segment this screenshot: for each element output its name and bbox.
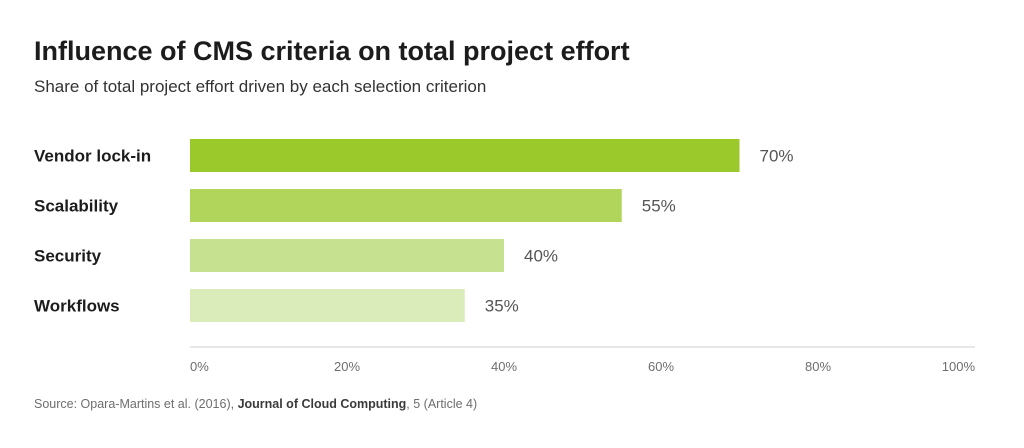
x-tick-label-4: 80% [805, 359, 831, 374]
category-label-3: Workflows [34, 297, 120, 316]
value-label-3: 35% [485, 297, 519, 316]
category-label-1: Scalability [34, 197, 119, 216]
source-note: Source: Opara-Martins et al. (2016), Jou… [34, 397, 477, 411]
value-label-2: 40% [524, 247, 558, 266]
x-tick-label-1: 20% [334, 359, 360, 374]
bar-3 [190, 289, 465, 322]
category-label-2: Security [34, 247, 102, 266]
bar-1 [190, 189, 622, 222]
source-prefix: Source: Opara-Martins et al. (2016), [34, 397, 238, 411]
source-suffix: , 5 (Article 4) [406, 397, 478, 411]
value-label-0: 70% [760, 147, 794, 166]
value-label-1: 55% [642, 197, 676, 216]
category-label-0: Vendor lock-in [34, 147, 151, 166]
x-tick-label-0: 0% [190, 359, 209, 374]
chart-title: Influence of CMS criteria on total proje… [34, 36, 630, 66]
bar-0 [190, 139, 740, 172]
source-journal: Journal of Cloud Computing [237, 397, 407, 411]
x-tick-label-2: 40% [491, 359, 517, 374]
x-tick-label-5: 100% [942, 359, 976, 374]
bar-2 [190, 239, 504, 272]
chart-subtitle: Share of total project effort driven by … [34, 77, 487, 96]
x-tick-label-3: 60% [648, 359, 674, 374]
